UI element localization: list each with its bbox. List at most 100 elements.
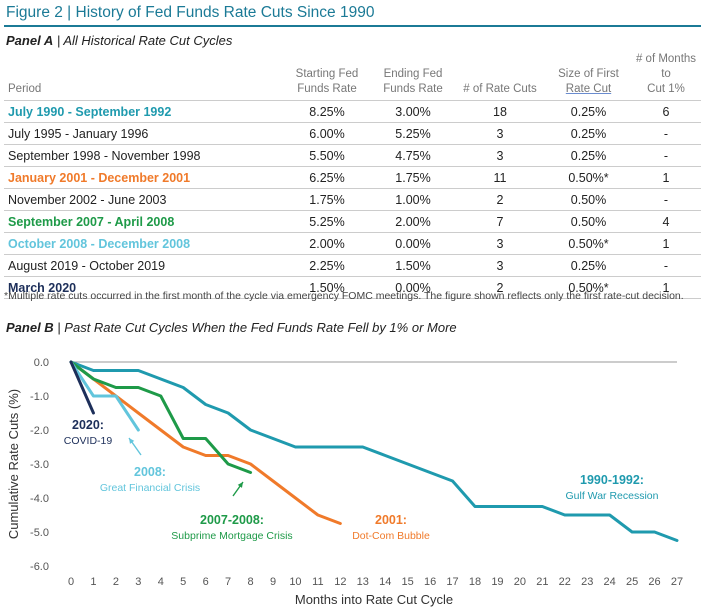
panel-a-heading: Panel A | All Historical Rate Cut Cycles xyxy=(6,33,233,48)
rate-cuts-cell: 2 xyxy=(454,188,546,211)
first-cut-size-cell: 0.25% xyxy=(546,122,631,145)
annotation-title-2008: 2008: xyxy=(134,465,166,479)
ending-rate-cell: 0.00% xyxy=(372,232,454,255)
annotation-box-2007-2008 xyxy=(153,511,311,543)
months-to-cut-cell: 4 xyxy=(631,210,701,233)
starting-rate-cell: 5.50% xyxy=(282,144,372,167)
period-cell: September 1998 - November 1998 xyxy=(4,144,282,167)
y-tick-label: -4.0 xyxy=(30,493,49,505)
starting-rate-cell: 5.25% xyxy=(282,210,372,233)
panel-a-label: Panel A xyxy=(6,33,54,48)
annotation-box-1990-1992 xyxy=(552,471,672,503)
x-tick-label: 10 xyxy=(289,576,301,588)
table-row: November 2002 - June 2003 1.75% 1.00% 2 0.50… xyxy=(4,188,701,211)
panel-b-subtitle: Past Rate Cut Cycles When the Fed Funds … xyxy=(64,320,457,335)
first-cut-size-cell: 0.50%* xyxy=(546,232,631,255)
y-tick-label: -3.0 xyxy=(30,459,49,471)
series-line-2007-2008 xyxy=(69,360,253,474)
rate-cuts-cell: 11 xyxy=(454,166,546,189)
annotation-subtitle-2007-2008: Subprime Mortgage Crisis xyxy=(171,530,292,542)
months-to-cut-cell: - xyxy=(631,122,701,145)
header-months-to-cut: # of Months to Cut 1% xyxy=(631,52,701,101)
y-tick-label: 0.0 xyxy=(34,357,49,369)
x-tick-label: 0 xyxy=(68,576,74,588)
first-cut-size-cell: 0.50%* xyxy=(546,166,631,189)
header-rate-cuts: # of Rate Cuts xyxy=(454,52,546,101)
x-tick-label: 4 xyxy=(158,576,164,588)
y-axis-label: Cumulative Rate Cuts (%) xyxy=(6,389,21,539)
x-tick-label: 3 xyxy=(135,576,141,588)
annotation-box-2001 xyxy=(343,511,439,543)
first-cut-size-cell: 0.50% xyxy=(546,210,631,233)
table-header-row: Period Starting Fed Funds Rate Ending Fed… xyxy=(4,52,701,101)
period-cell: March 2020 xyxy=(4,276,282,299)
period-cell: September 2007 - April 2008 xyxy=(4,210,282,233)
x-tick-label: 7 xyxy=(225,576,231,588)
annotation-box-2008 xyxy=(77,463,223,495)
x-tick-label: 12 xyxy=(334,576,346,588)
x-tick-label: 18 xyxy=(469,576,481,588)
annotation-title-2020: 2020: xyxy=(72,418,104,432)
x-tick-label: 23 xyxy=(581,576,593,588)
ending-rate-cell: 4.75% xyxy=(372,144,454,167)
x-tick-label: 2 xyxy=(113,576,119,588)
table-row: August 2019 - October 2019 2.25% 1.50% 3 0.2… xyxy=(4,254,701,277)
period-cell: January 2001 - December 2001 xyxy=(4,166,282,189)
months-to-cut-cell: - xyxy=(631,144,701,167)
annotation-arrowhead-2007-2008 xyxy=(237,482,243,488)
table-row: July 1990 - September 1992 8.25% 3.00% 18 0.… xyxy=(4,100,701,123)
x-tick-label: 8 xyxy=(247,576,253,588)
x-tick-label: 27 xyxy=(671,576,683,588)
first-cut-size-cell: 0.25% xyxy=(546,254,631,277)
annotation-box-2020 xyxy=(59,416,117,448)
x-tick-label: 19 xyxy=(491,576,503,588)
x-tick-label: 5 xyxy=(180,576,186,588)
rate-cuts-cell: 18 xyxy=(454,100,546,123)
panel-b-label: Panel B xyxy=(6,320,54,335)
header-first-cut-size: Size of First Rate Cut xyxy=(546,52,631,101)
rate-cut-table: Period Starting Fed Funds Rate Ending Fed… xyxy=(4,52,701,299)
header-ending-rate: Ending Fed Funds Rate xyxy=(372,52,454,101)
starting-rate-cell: 6.25% xyxy=(282,166,372,189)
first-cut-size-cell: 0.50%* xyxy=(546,276,631,299)
first-cut-size-cell: 0.50% xyxy=(546,188,631,211)
rate-cuts-cell: 3 xyxy=(454,232,546,255)
table-row: September 2007 - April 2008 5.25% 2.00% 7 0.… xyxy=(4,210,701,233)
starting-rate-cell: 8.25% xyxy=(282,100,372,123)
x-tick-label: 25 xyxy=(626,576,638,588)
annotation-subtitle-2020: COVID-19 xyxy=(64,435,113,447)
first-cut-size-cell: 0.25% xyxy=(546,100,631,123)
x-tick-label: 20 xyxy=(514,576,526,588)
table-row: July 1995 - January 1996 6.00% 5.25% 3 0.25%… xyxy=(4,122,701,145)
rate-cuts-cell: 3 xyxy=(454,144,546,167)
x-tick-label: 24 xyxy=(604,576,616,588)
y-tick-label: -1.0 xyxy=(30,391,49,403)
first-cut-size-cell: 0.25% xyxy=(546,144,631,167)
starting-rate-cell: 2.00% xyxy=(282,232,372,255)
series-line-2020 xyxy=(69,360,95,415)
panel-a-subtitle: All Historical Rate Cut Cycles xyxy=(63,33,233,48)
months-to-cut-cell: 6 xyxy=(631,100,701,123)
starting-rate-cell: 6.00% xyxy=(282,122,372,145)
series-line-1990-1992 xyxy=(69,360,679,542)
y-tick-label: -2.0 xyxy=(30,425,49,437)
annotation-title-2007-2008: 2007-2008: xyxy=(200,513,264,527)
x-tick-label: 17 xyxy=(446,576,458,588)
table-row: March 2020 1.50% 0.00% 2 0.50%* 1 xyxy=(4,276,701,299)
header-starting-rate: Starting Fed Funds Rate xyxy=(282,52,372,101)
rate-cuts-cell: 3 xyxy=(454,254,546,277)
rate-cuts-cell: 3 xyxy=(454,122,546,145)
x-tick-label: 1 xyxy=(90,576,96,588)
ending-rate-cell: 3.00% xyxy=(372,100,454,123)
starting-rate-cell: 1.50% xyxy=(282,276,372,299)
y-tick-label: -5.0 xyxy=(30,527,49,539)
x-tick-label: 14 xyxy=(379,576,391,588)
annotation-title-1990-1992: 1990-1992: xyxy=(580,473,644,487)
x-tick-label: 6 xyxy=(203,576,209,588)
months-to-cut-cell: 1 xyxy=(631,232,701,255)
annotation-subtitle-2008: Great Financial Crisis xyxy=(100,482,200,494)
annotation-title-2001: 2001: xyxy=(375,513,407,527)
starting-rate-cell: 2.25% xyxy=(282,254,372,277)
header-period: Period xyxy=(4,52,282,101)
table-row: September 1998 - November 1998 5.50% 4.75%… xyxy=(4,144,701,167)
